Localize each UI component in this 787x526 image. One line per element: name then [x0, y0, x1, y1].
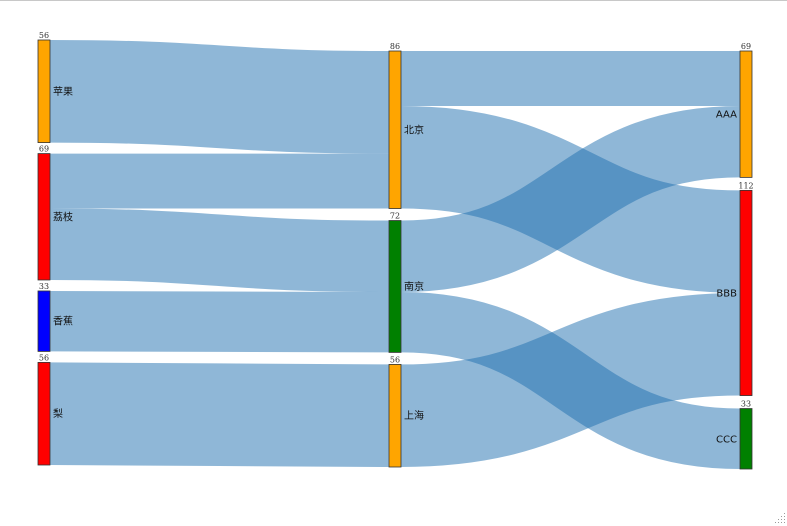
sankey-node-label-6: 上海 [404, 409, 424, 422]
sankey-node-value-0: 56 [39, 31, 49, 40]
sankey-link-7 [400, 105, 741, 292]
sankey-node-1[interactable] [37, 153, 51, 281]
sankey-nodes [37, 39, 753, 470]
sankey-node-value-8: 112 [738, 181, 753, 190]
sankey-node-label-7: AAA [716, 110, 737, 121]
sankey-node-label-9: CCC [716, 434, 737, 445]
sankey-labels: 56 苹果 69 荔枝 33 香蕉 56 梨 86 北京 72 南京 56 上海 69 AAA 112 BBB 33… [39, 31, 754, 445]
sankey-link-4 [49, 362, 390, 467]
sankey-node-8[interactable] [739, 189, 753, 396]
sankey-node-label-8: BBB [716, 288, 737, 299]
sankey-node-value-7: 69 [741, 42, 751, 51]
sankey-node-label-2: 香蕉 [53, 316, 73, 328]
sankey-link-9 [400, 292, 741, 467]
sankey-link-0 [49, 40, 390, 154]
sankey-node-label-4: 北京 [404, 123, 424, 136]
sankey-node-value-5: 72 [390, 212, 400, 221]
sankey-node-label-0: 苹果 [53, 85, 73, 98]
sankey-node-7[interactable] [739, 50, 753, 178]
sankey-node-9[interactable] [739, 408, 753, 470]
sankey-node-4[interactable] [388, 50, 402, 209]
sankey-links [49, 40, 741, 470]
resize-grip-icon[interactable] [771, 510, 787, 526]
sankey-node-label-3: 梨 [53, 407, 63, 420]
sankey-node-value-9: 33 [741, 400, 751, 409]
top-border [0, 0, 787, 1]
sankey-node-value-2: 33 [39, 282, 49, 291]
sankey-node-2[interactable] [37, 290, 51, 352]
sankey-node-value-3: 56 [39, 353, 49, 362]
sankey-node-3[interactable] [37, 362, 51, 466]
sankey-link-2 [49, 208, 390, 292]
sankey-node-0[interactable] [37, 39, 51, 143]
sankey-node-6[interactable] [388, 364, 402, 468]
sankey-node-5[interactable] [388, 220, 402, 353]
sankey-node-label-1: 荔枝 [53, 210, 73, 223]
sankey-link-3 [49, 290, 390, 353]
sankey-node-value-1: 69 [39, 145, 49, 154]
sankey-node-label-5: 南京 [404, 280, 424, 293]
sankey-node-value-4: 86 [390, 42, 400, 51]
sankey-node-value-6: 56 [390, 355, 400, 364]
